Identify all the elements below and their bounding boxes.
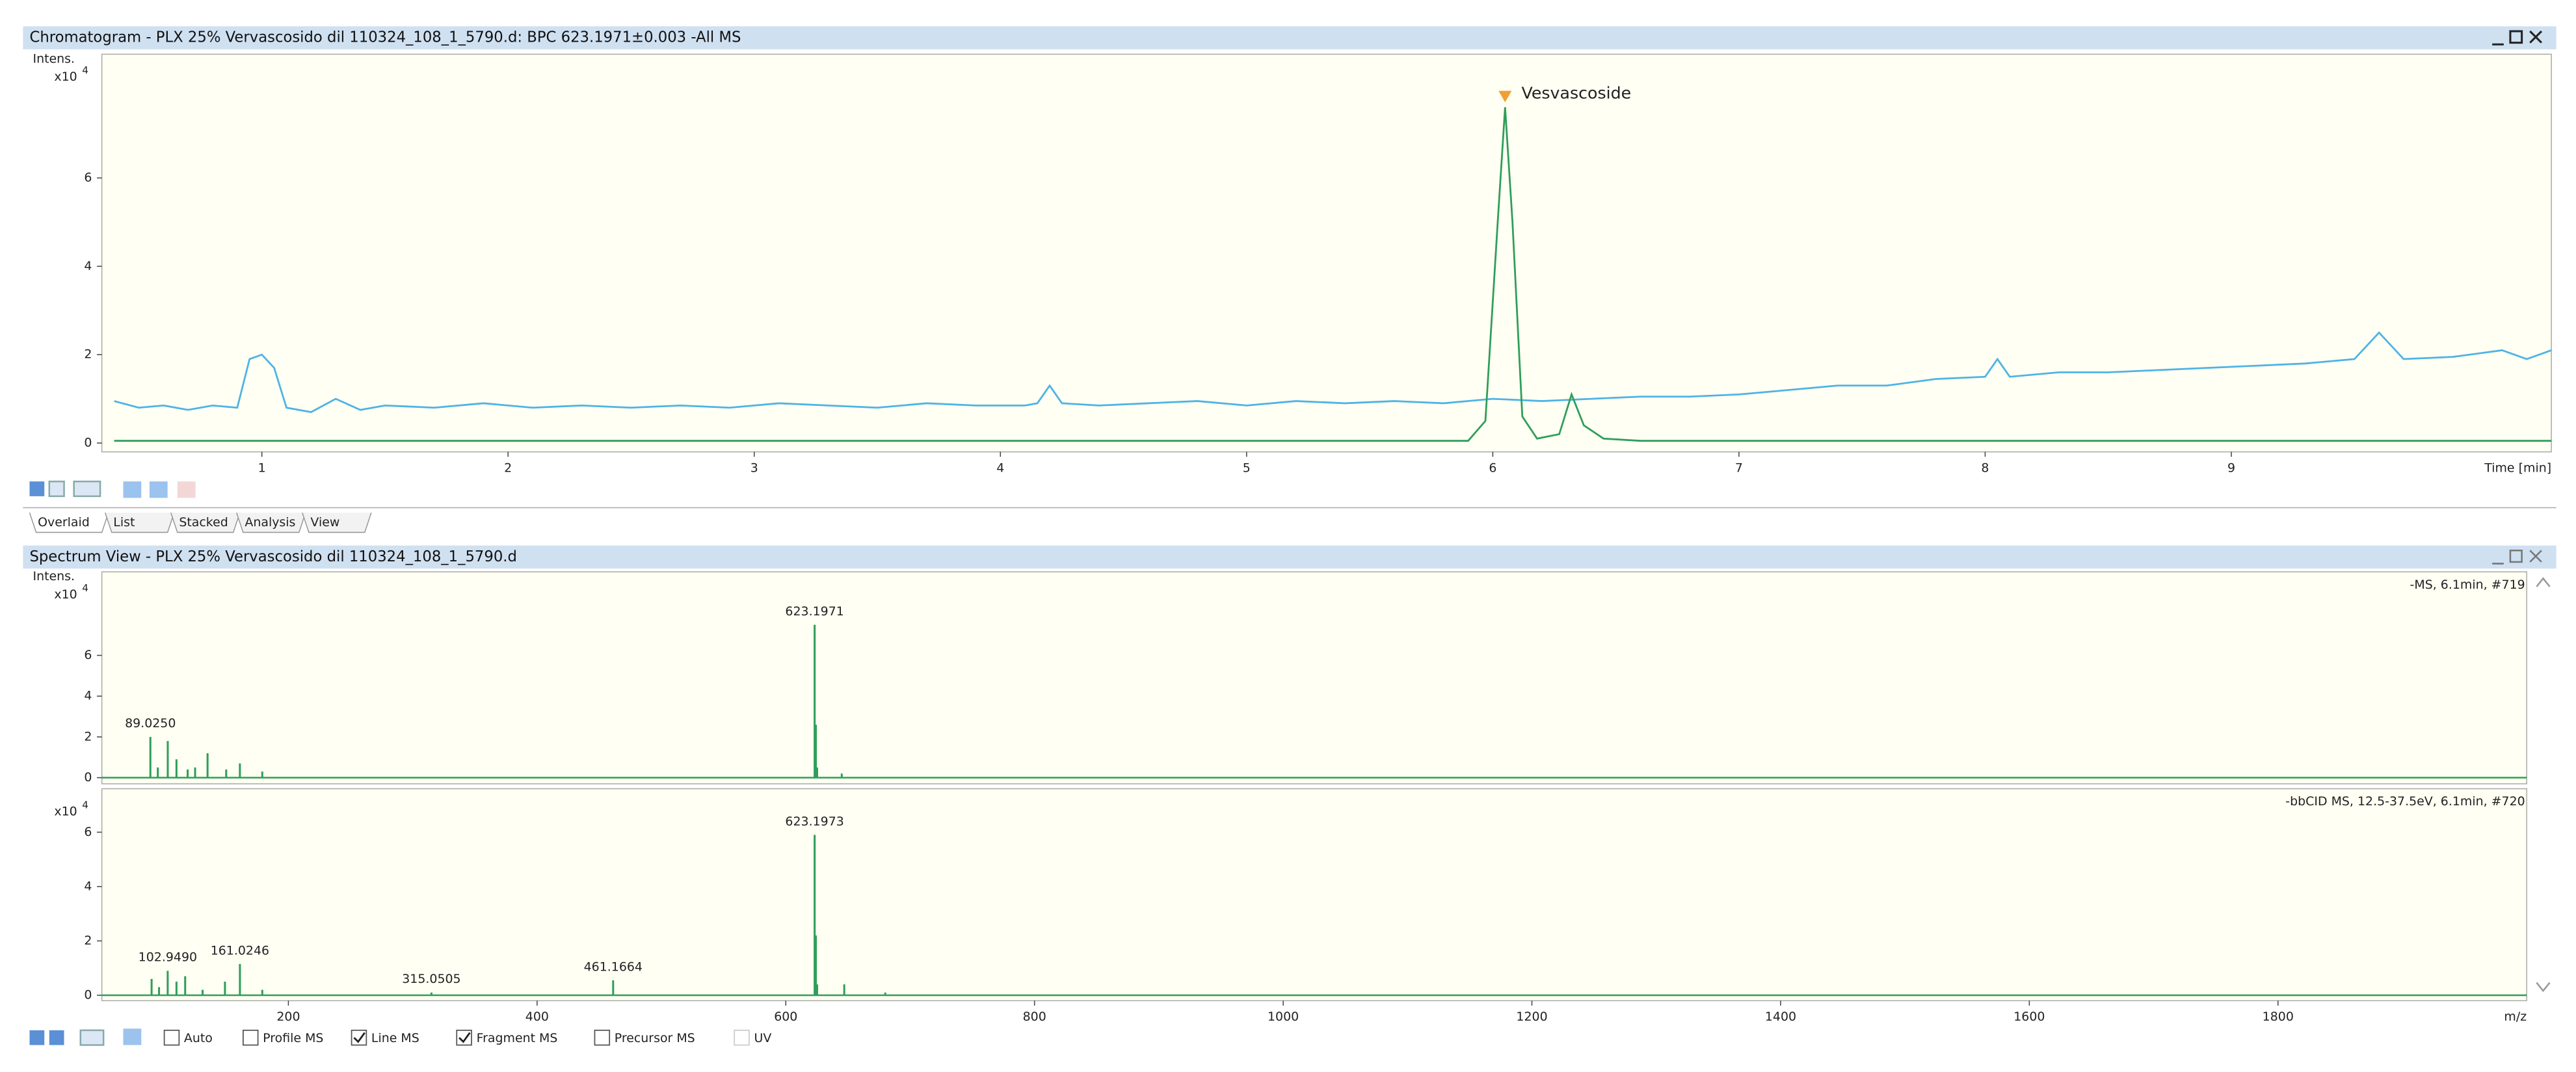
window-title: Spectrum View - PLX 25% Vervascosido dil…: [29, 548, 516, 565]
data-line: [114, 331, 2552, 413]
checkbox[interactable]: [163, 1029, 180, 1046]
x-tick-label: 2: [504, 461, 512, 475]
y-tick-label: 4: [84, 259, 92, 273]
checkbox[interactable]: [351, 1029, 367, 1046]
y-scale-label: x10: [54, 70, 77, 84]
window-controls[interactable]: [2492, 30, 2543, 46]
x-tick-label: 1600: [2013, 1010, 2045, 1024]
y-axis-label: Intens.: [33, 569, 75, 583]
checkbox-label[interactable]: Profile MS: [263, 1031, 323, 1045]
tab-label[interactable]: List: [113, 515, 135, 529]
plot-area: [101, 788, 2527, 1002]
tab[interactable]: [29, 512, 109, 533]
x-tick-label: 1: [258, 461, 266, 475]
x-tick-label: 600: [774, 1010, 797, 1024]
tab-label[interactable]: Analysis: [245, 515, 295, 529]
checkmark: [353, 1032, 365, 1043]
peak-annotation: 102.9490: [139, 950, 197, 965]
checkbox-label[interactable]: Line MS: [371, 1031, 419, 1045]
x-tick-label: 8: [1981, 461, 1989, 475]
plot-area: [101, 53, 2552, 453]
peak-annotation: 161.0246: [211, 943, 269, 958]
peak-annotation: 623.1973: [785, 814, 843, 829]
checkbox-label[interactable]: Auto: [184, 1031, 213, 1045]
tab[interactable]: [236, 512, 306, 533]
window-controls[interactable]: [2492, 549, 2542, 565]
scan-label: -bbCID MS, 12.5-37.5eV, 6.1min, #720: [2285, 794, 2525, 809]
checkbox[interactable]: [456, 1029, 472, 1046]
y-tick-label: 6: [84, 825, 92, 839]
tab-label[interactable]: View: [310, 515, 339, 529]
tab-label[interactable]: Overlaid: [38, 515, 90, 529]
x-tick-label: 200: [276, 1010, 300, 1024]
toolbar[interactable]: [29, 1028, 142, 1046]
scan-label: -MS, 6.1min, #719: [2410, 578, 2525, 592]
x-tick-label: 1200: [1516, 1010, 1547, 1024]
y-tick-label: 0: [84, 988, 92, 1002]
y-tick-label: 2: [84, 729, 92, 744]
checkbox[interactable]: [594, 1029, 611, 1046]
scrollbar[interactable]: [2536, 577, 2551, 993]
toolbar[interactable]: [29, 480, 196, 498]
x-tick-label: 9: [2227, 461, 2235, 475]
y-scale-label: x10: [54, 587, 77, 602]
x-tick-label: 1400: [1765, 1010, 1796, 1024]
y-scale-exponent: 4: [82, 799, 88, 811]
peak-annotation: 89.0250: [125, 716, 176, 730]
tab[interactable]: [104, 512, 175, 533]
x-tick-label: 4: [996, 461, 1004, 475]
x-tick-label: 3: [750, 461, 758, 475]
y-tick-label: 6: [84, 648, 92, 662]
y-scale-label: x10: [54, 804, 77, 818]
y-scale-exponent: 4: [82, 582, 88, 594]
tab[interactable]: [170, 512, 241, 533]
y-tick-label: 0: [84, 436, 92, 450]
tab[interactable]: [302, 512, 372, 533]
checkbox[interactable]: [734, 1029, 750, 1046]
y-axis-label: Intens.: [33, 51, 75, 66]
y-tick-label: 2: [84, 933, 92, 948]
window-title: Chromatogram - PLX 25% Vervascosido dil …: [29, 29, 741, 46]
x-axis-label: Time [min]: [2484, 461, 2551, 475]
peak-annotation: Vesvascoside: [1522, 84, 1632, 103]
peak-annotation: 315.0505: [402, 972, 460, 986]
x-tick-label: 1800: [2263, 1010, 2294, 1024]
x-tick-label: 1000: [1268, 1010, 1299, 1024]
y-scale-exponent: 4: [82, 64, 88, 76]
y-tick-label: 6: [84, 170, 92, 185]
data-line: [114, 107, 2552, 442]
title-bar: [23, 545, 2556, 569]
y-tick-label: 0: [84, 770, 92, 784]
x-tick-label: 400: [525, 1010, 549, 1024]
plot-area: [101, 571, 2527, 784]
x-tick-label: 800: [1023, 1010, 1046, 1024]
checkbox[interactable]: [242, 1029, 259, 1046]
x-tick-label: 6: [1489, 461, 1496, 475]
checkbox-label[interactable]: UV: [754, 1031, 772, 1045]
checkbox-label[interactable]: Fragment MS: [477, 1031, 558, 1045]
y-tick-label: 4: [84, 879, 92, 893]
checkmark: [458, 1032, 471, 1043]
peak-marker: [1498, 90, 1512, 103]
x-tick-label: 7: [1735, 461, 1743, 475]
tab-label[interactable]: Stacked: [179, 515, 228, 529]
y-tick-label: 4: [84, 689, 92, 703]
checkbox-label[interactable]: Precursor MS: [615, 1031, 695, 1045]
peak-annotation: 623.1971: [785, 604, 843, 619]
x-axis-label: m/z: [2504, 1010, 2527, 1024]
y-tick-label: 2: [84, 347, 92, 362]
peak-annotation: 461.1664: [584, 959, 643, 974]
title-bar: [23, 26, 2556, 49]
x-tick-label: 5: [1243, 461, 1251, 475]
